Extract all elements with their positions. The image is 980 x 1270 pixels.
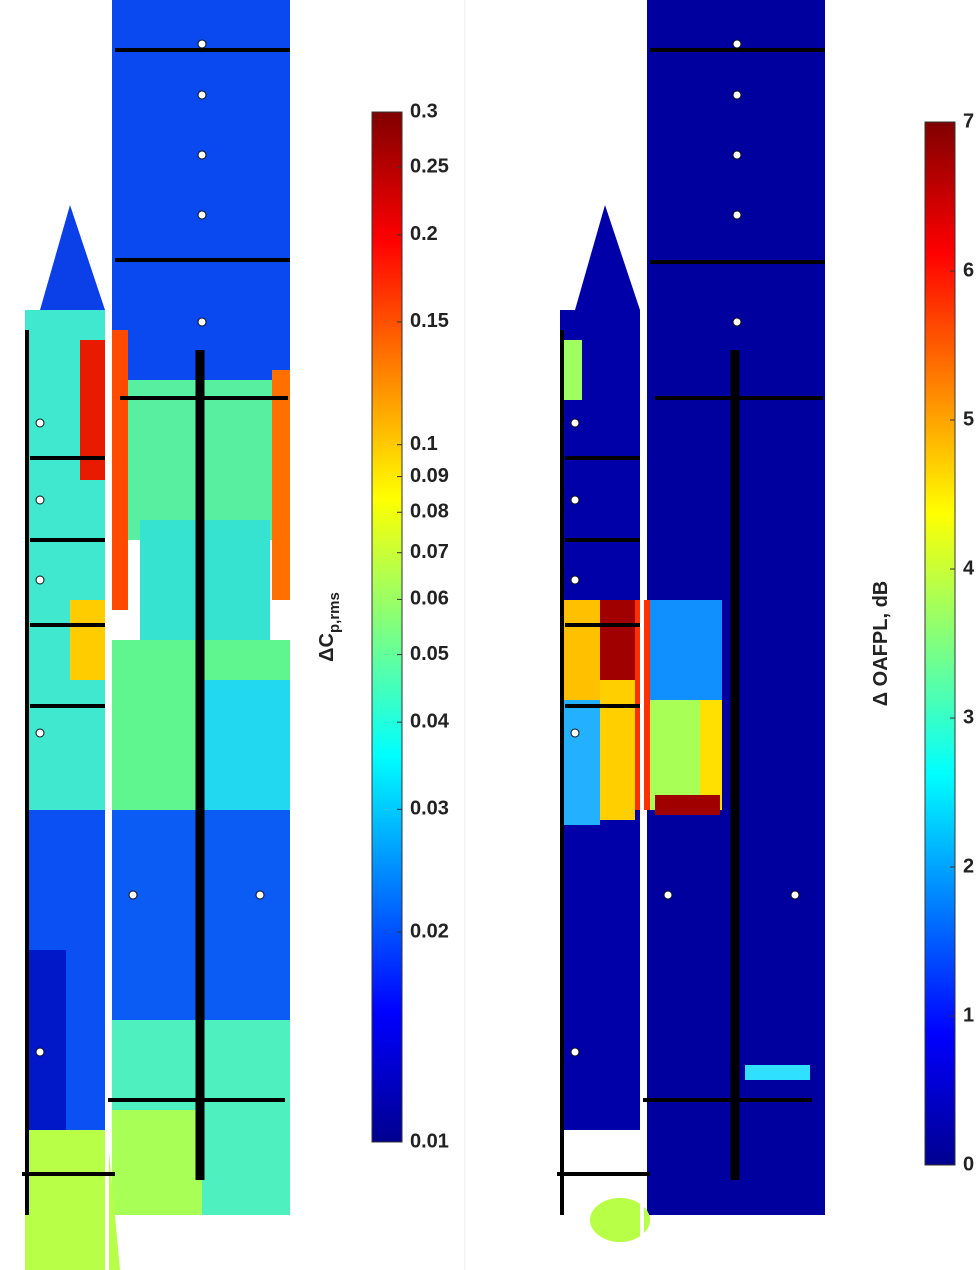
tick-label: 0.06 — [410, 588, 449, 610]
tick-label: 0 — [963, 1153, 974, 1175]
tick-label: 1 — [963, 1004, 974, 1026]
label-text: ΔC — [316, 633, 338, 662]
tick-label: 3 — [963, 706, 974, 728]
tick-label: 0.02 — [410, 920, 449, 942]
tick-label: 0.08 — [410, 501, 449, 523]
right-contour-map — [557, 0, 825, 1270]
tick-label: 0.05 — [410, 643, 449, 665]
colorbar — [371, 111, 403, 1143]
colorbar-label: ΔCp,rms — [316, 592, 343, 662]
tick-label: 0.15 — [410, 310, 449, 332]
label-subscript: p,rms — [326, 592, 343, 633]
tick-label: 4 — [963, 557, 975, 579]
label-text: Δ OAFPL, dB — [870, 581, 892, 706]
tick-label: 0.1 — [410, 433, 438, 455]
tick-label: 0.07 — [410, 541, 449, 563]
tick-label: 0.01 — [410, 1130, 449, 1152]
tick-label: 0.09 — [410, 465, 449, 487]
tick-label: 0.25 — [410, 155, 449, 177]
tick-label: 6 — [963, 259, 974, 281]
tick-label: 2 — [963, 855, 974, 877]
tick-label: 5 — [963, 408, 974, 430]
left-contour-map — [22, 0, 290, 1270]
tick-label: 0.04 — [410, 710, 450, 732]
colorbar — [924, 121, 956, 1166]
tick-label: 7 — [963, 110, 974, 132]
colorbar-label: Δ OAFPL, dB — [870, 581, 892, 706]
tick-label: 0.3 — [410, 100, 438, 122]
tick-label: 0.2 — [410, 223, 438, 245]
tick-label: 0.03 — [410, 798, 449, 820]
